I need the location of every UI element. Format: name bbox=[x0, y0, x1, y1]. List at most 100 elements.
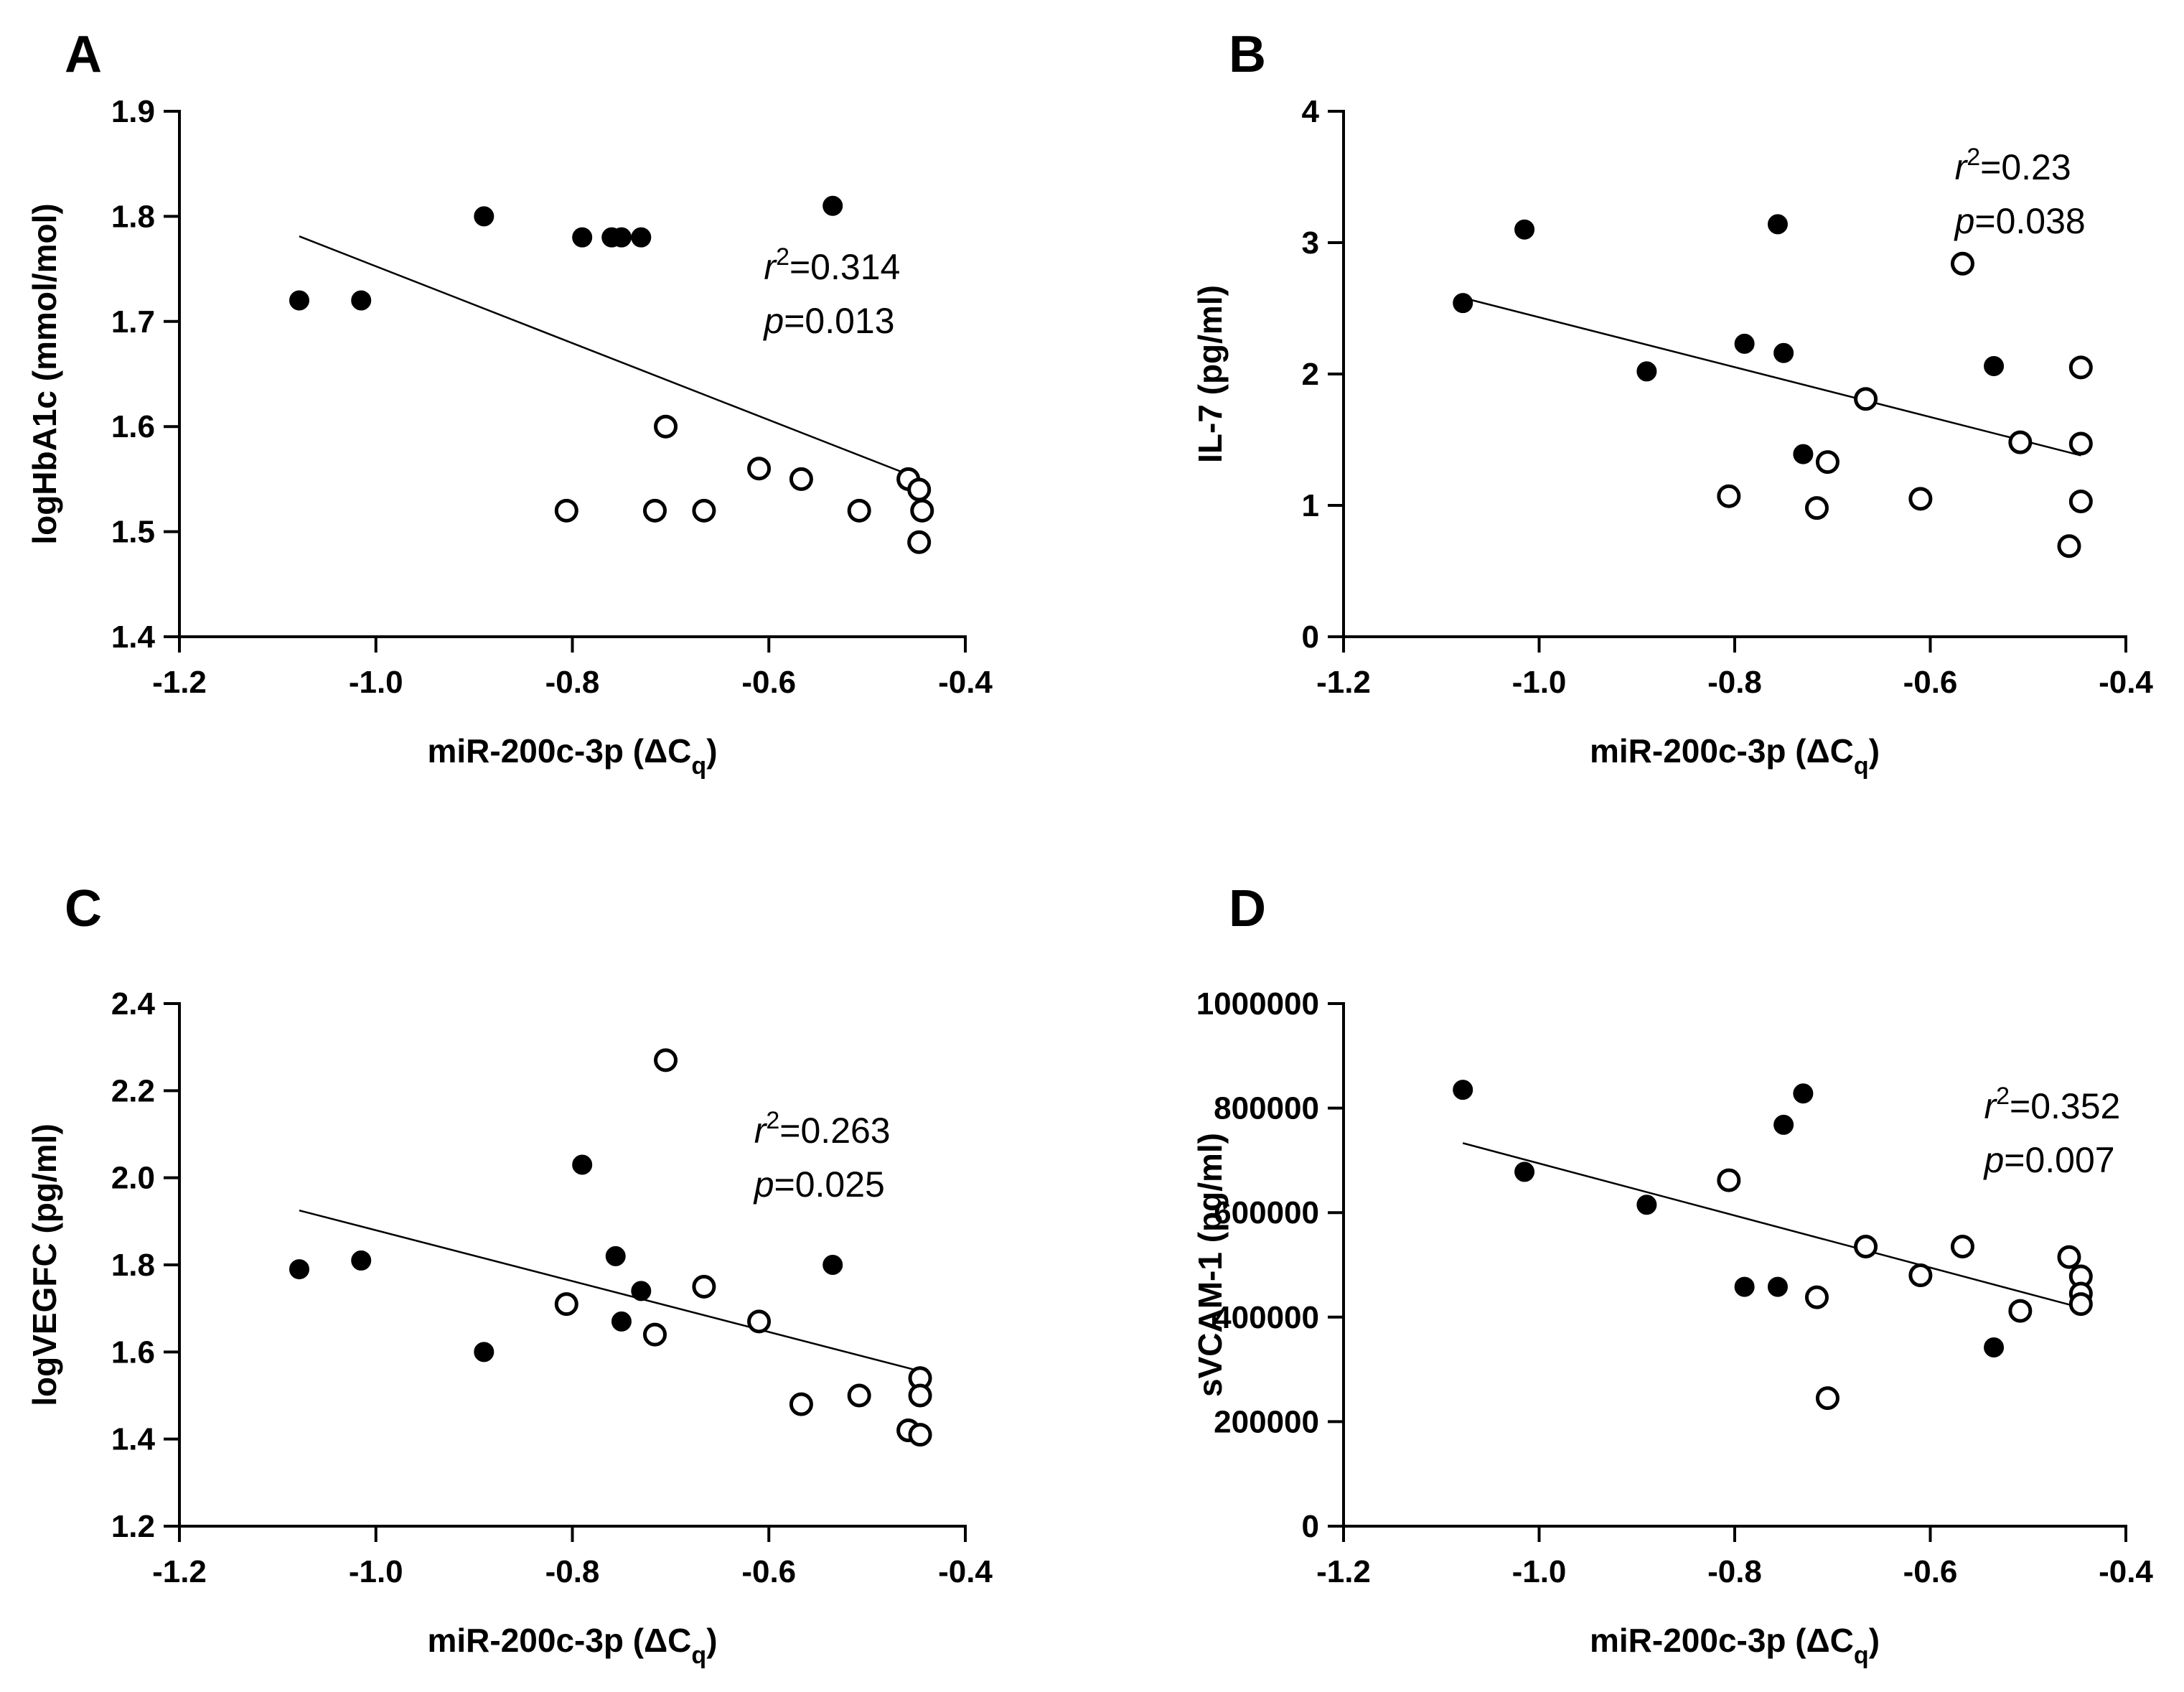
p-symbol: p bbox=[1982, 1140, 2004, 1180]
data-point-open bbox=[847, 1383, 871, 1408]
x-axis-title-main: miR-200c-3p (ΔC bbox=[1590, 1622, 1854, 1659]
x-tick-label: -1.2 bbox=[1316, 1554, 1371, 1589]
data-point-open bbox=[747, 457, 772, 481]
r-squared-label: r2=0.314 bbox=[764, 243, 900, 287]
x-axis-title-subscript: q bbox=[691, 752, 706, 780]
data-point-open bbox=[2068, 355, 2093, 380]
data-point-open bbox=[1804, 496, 1829, 520]
data-point-open bbox=[1950, 251, 1974, 276]
data-point-open bbox=[908, 1423, 932, 1447]
data-point-open bbox=[2008, 1299, 2033, 1323]
panel-letter: A bbox=[65, 26, 102, 83]
p-symbol: p bbox=[1954, 201, 1975, 241]
y-axis-title: logHbA1c (mmol/mol) bbox=[26, 203, 63, 544]
x-tick-label: -1.2 bbox=[152, 665, 207, 700]
y-axis-title: logVEGFC (pg/ml) bbox=[26, 1123, 63, 1406]
data-point-filled bbox=[1767, 214, 1788, 235]
data-point-filled bbox=[289, 1259, 309, 1280]
x-axis-title: miR-200c-3p (ΔCq) bbox=[1590, 1622, 1880, 1669]
y-tick-label: 1.8 bbox=[111, 1248, 155, 1283]
x-tick-label: -0.4 bbox=[2099, 1554, 2153, 1589]
y-tick-label: 0 bbox=[1302, 620, 1319, 655]
data-point-open bbox=[1908, 1263, 1933, 1288]
data-point-open bbox=[1950, 1235, 1974, 1259]
panel-letter: D bbox=[1229, 880, 1266, 938]
data-point-filled bbox=[631, 1281, 652, 1301]
r-symbol: r bbox=[754, 1111, 768, 1151]
data-point-open bbox=[907, 530, 932, 554]
x-axis-title: miR-200c-3p (ΔCq) bbox=[427, 1622, 717, 1669]
r-symbol: r bbox=[1984, 1086, 1997, 1126]
data-point-open bbox=[907, 477, 932, 502]
panel-a: A -1.2 -1.0 -0.8 -0.6 -0.4 1.4 1.5 1.6 1.7 1.8 1.9 m… bbox=[26, 26, 993, 780]
y-tick-label: 600000 bbox=[1214, 1195, 1319, 1230]
data-point-open bbox=[747, 1309, 772, 1334]
data-point-open bbox=[554, 498, 578, 523]
x-axis-title-main: miR-200c-3p (ΔC bbox=[427, 732, 691, 770]
data-point-open bbox=[554, 1292, 578, 1317]
x-tick-label: -0.8 bbox=[545, 1554, 600, 1589]
data-point-filled bbox=[474, 206, 495, 227]
y-tick-label: 1.4 bbox=[111, 620, 156, 655]
y-tick-label: 2.4 bbox=[111, 986, 156, 1022]
data-point-open bbox=[2008, 430, 2033, 454]
p-symbol: p bbox=[762, 301, 784, 341]
x-tick-label: -0.6 bbox=[741, 1554, 796, 1589]
x-tick-label: -0.4 bbox=[938, 665, 993, 700]
data-point-filled bbox=[1734, 333, 1755, 354]
x-axis-title-tail: ) bbox=[1869, 732, 1880, 770]
panel-b: B -1.2 -1.0 -0.8 -0.6 -0.4 0 1 2 3 4 miR-200c-3p (Δ… bbox=[1191, 26, 2153, 780]
y-axis-title: sVCAM-1 (pg/ml) bbox=[1191, 1133, 1229, 1397]
x-tick-label: -1.2 bbox=[152, 1554, 207, 1589]
r-superscript: 2 bbox=[776, 243, 789, 271]
y-tick-label: 1.6 bbox=[111, 409, 155, 444]
data-point-open bbox=[910, 498, 934, 523]
data-point-filled bbox=[1734, 1276, 1755, 1297]
x-axis-title-subscript: q bbox=[691, 1642, 706, 1669]
y-tick-label: 2 bbox=[1302, 357, 1319, 392]
p-symbol: p bbox=[753, 1164, 774, 1205]
y-axis-title: IL-7 (pg/ml) bbox=[1191, 285, 1229, 463]
y-tick-label: 1.8 bbox=[111, 199, 155, 234]
data-point-filled bbox=[289, 290, 309, 311]
r-squared-value: =0.263 bbox=[779, 1111, 890, 1151]
y-tick-label: 1.7 bbox=[111, 304, 155, 340]
x-tick-label: -1.0 bbox=[349, 1554, 403, 1589]
data-point-filled bbox=[572, 227, 593, 248]
data-point-open bbox=[1804, 1285, 1829, 1309]
data-point-open bbox=[2068, 1292, 2093, 1317]
data-point-open bbox=[1908, 487, 1933, 511]
data-point-filled bbox=[1767, 1276, 1788, 1297]
regression-line bbox=[1462, 1142, 2081, 1309]
data-point-open bbox=[908, 1383, 932, 1408]
data-point-open bbox=[789, 467, 813, 491]
r-superscript: 2 bbox=[1967, 144, 1980, 171]
x-axis-title-subscript: q bbox=[1854, 1642, 1869, 1669]
data-point-open bbox=[692, 1274, 716, 1299]
x-tick-label: -0.8 bbox=[545, 665, 600, 700]
p-value-label: p=0.025 bbox=[753, 1164, 885, 1205]
r-symbol: r bbox=[764, 247, 777, 287]
x-tick-label: -1.2 bbox=[1316, 665, 1371, 700]
data-point-open bbox=[1815, 450, 1839, 475]
data-point-open bbox=[692, 498, 716, 523]
y-tick-label: 1 bbox=[1302, 488, 1319, 523]
data-point-filled bbox=[1793, 444, 1814, 464]
data-point-filled bbox=[1636, 1195, 1657, 1215]
data-point-open bbox=[1717, 484, 1741, 508]
x-tick-label: -0.4 bbox=[938, 1554, 993, 1589]
x-axis-title-tail: ) bbox=[706, 732, 717, 770]
r-squared-value: =0.314 bbox=[789, 247, 900, 287]
x-tick-label: -0.8 bbox=[1707, 1554, 1762, 1589]
panel-letter: C bbox=[65, 880, 102, 938]
r-squared-value: =0.352 bbox=[2010, 1086, 2120, 1126]
data-point-filled bbox=[1773, 342, 1794, 363]
y-tick-label: 1.4 bbox=[111, 1422, 156, 1457]
x-tick-label: -1.0 bbox=[1512, 1554, 1567, 1589]
data-point-filled bbox=[474, 1342, 495, 1363]
p-value-label: p=0.038 bbox=[1954, 201, 2086, 241]
data-point-filled bbox=[822, 195, 843, 216]
data-point-filled bbox=[822, 1255, 843, 1275]
r-symbol: r bbox=[1955, 147, 1969, 187]
